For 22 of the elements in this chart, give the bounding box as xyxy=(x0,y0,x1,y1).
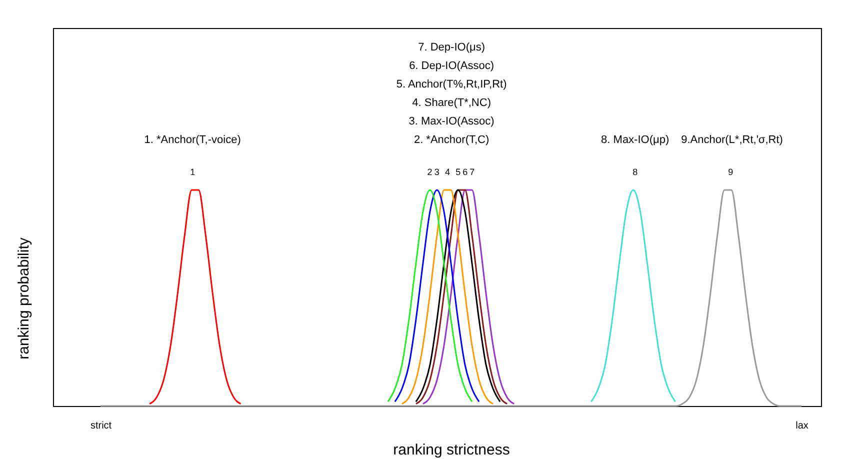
x-axis-title: ranking strictness xyxy=(393,442,510,458)
text: 7. Dep-IO(μs) xyxy=(418,42,485,54)
series-label: 7 xyxy=(470,167,475,177)
text: 8. Max-IO(μp) xyxy=(601,134,670,146)
text: 1. *Anchor(T,-voice) xyxy=(144,134,241,146)
x-tick-label: strict xyxy=(90,420,112,432)
series-label: 6 xyxy=(462,167,468,177)
series-label: 9 xyxy=(728,167,734,177)
series-label: 2 xyxy=(427,167,432,177)
text: 4. Share(T*,NC) xyxy=(412,97,491,109)
x-tick-label: lax xyxy=(796,420,808,432)
text: 2. *Anchor(T,C) xyxy=(414,134,490,146)
series-label: 4 xyxy=(444,167,450,177)
y-axis-title: ranking probability xyxy=(16,237,32,360)
text: 3. Max-IO(Assoc) xyxy=(408,116,494,128)
text: 5. Anchor(T%,Rt,IP,Rt) xyxy=(396,78,507,90)
text: 9.Anchor(L*,Rt,'σ,Rt) xyxy=(681,134,783,146)
text: 6. Dep-IO(Assoc) xyxy=(409,60,494,72)
series-label: 1 xyxy=(190,167,196,177)
series-label: 8 xyxy=(632,167,638,177)
series-label: 3 xyxy=(434,167,440,177)
series-label: 5 xyxy=(456,167,461,177)
